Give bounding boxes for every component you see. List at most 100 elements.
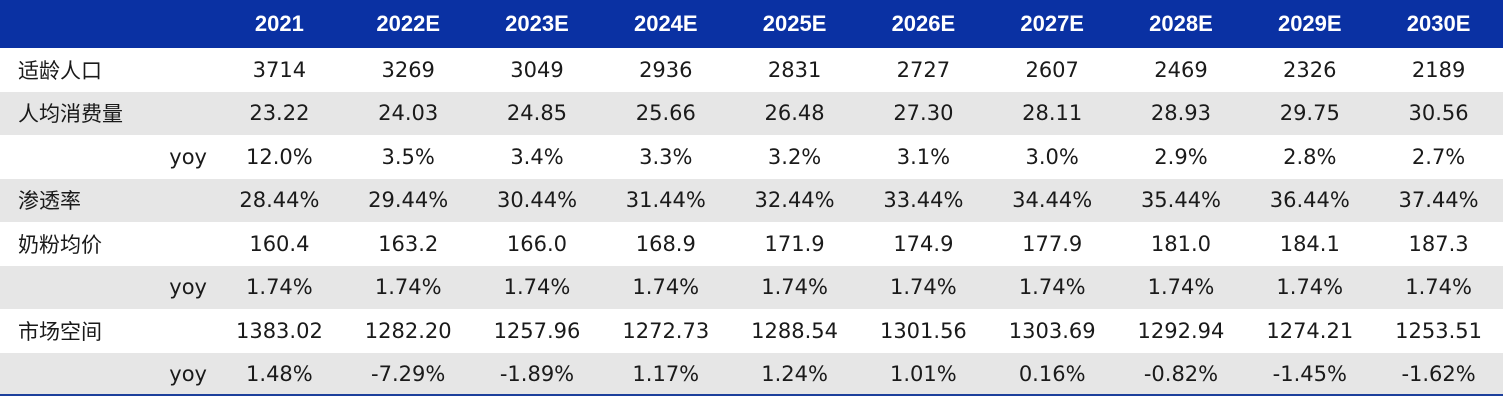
- value-cell: -7.29%: [371, 362, 446, 387]
- value-cell: 24.85: [506, 101, 568, 126]
- value-cell: 29.75: [1279, 101, 1340, 126]
- value-cell: 3.0%: [1025, 144, 1079, 169]
- value-cell: 1292.94: [1137, 318, 1225, 343]
- row-label: [0, 353, 155, 397]
- row-label: [0, 266, 155, 310]
- value-cell: 1282.20: [364, 318, 452, 343]
- value-cell: 31.44%: [625, 188, 706, 213]
- value-cell: 29.44%: [368, 188, 449, 213]
- value-cell: 1.74%: [1018, 275, 1086, 300]
- value-cell: 35.44%: [1140, 188, 1222, 213]
- value-cell: 36.44%: [1269, 188, 1350, 213]
- value-cell: 1.74%: [1276, 275, 1344, 300]
- value-cell: 1.74%: [1405, 275, 1472, 300]
- value-cell: 2.8%: [1283, 144, 1337, 169]
- header-year-2025e: 2025E: [762, 11, 827, 36]
- value-cell: 2.9%: [1154, 144, 1208, 169]
- value-cell: 1383.02: [235, 318, 323, 343]
- value-cell: 3.4%: [510, 144, 564, 169]
- row-label: 适龄人口: [18, 58, 102, 83]
- value-cell: -1.62%: [1401, 362, 1476, 387]
- row-label: 市场空间: [18, 319, 102, 344]
- row-sublabel: yoy: [169, 362, 207, 387]
- header-year-2022e: 2022E: [376, 11, 440, 36]
- value-cell: 28.44%: [239, 188, 320, 213]
- row-label: 渗透率: [18, 189, 81, 214]
- table-row: 适龄人口 3714 3269 3049 2936 2831 2727 2607 2469 2326…: [0, 48, 1503, 92]
- row-sublabel: yoy: [169, 275, 207, 300]
- value-cell: 1.74%: [632, 275, 700, 300]
- value-cell: 171.9: [764, 231, 825, 256]
- value-cell: 160.4: [249, 231, 310, 256]
- value-cell: 2469: [1154, 57, 1208, 82]
- value-cell: 2326: [1283, 57, 1337, 82]
- value-cell: 2607: [1025, 57, 1079, 82]
- value-cell: 12.0%: [246, 144, 313, 169]
- row-sublabel: [155, 222, 215, 266]
- row-sublabel: [155, 92, 215, 136]
- value-cell: 3.2%: [767, 144, 822, 169]
- value-cell: 166.0: [506, 231, 568, 256]
- row-sublabel: yoy: [169, 144, 207, 169]
- value-cell: 2727: [896, 57, 951, 82]
- header-year-2028e: 2028E: [1149, 11, 1213, 36]
- row-sublabel: [155, 309, 215, 353]
- value-cell: 2189: [1411, 57, 1466, 82]
- table-row: 市场空间 1383.02 1282.20 1257.96 1272.73 1288.54 1…: [0, 309, 1503, 353]
- row-sublabel: [155, 179, 215, 223]
- table-body: 适龄人口 3714 3269 3049 2936 2831 2727 2607 2469 2326…: [0, 48, 1503, 396]
- value-cell: 37.44%: [1398, 188, 1479, 213]
- row-sublabel: [155, 48, 215, 92]
- value-cell: 1.74%: [890, 275, 957, 300]
- value-cell: 23.22: [249, 101, 310, 126]
- table-row: 渗透率 28.44% 29.44% 30.44% 31.44% 32.44% 33.44% 3…: [0, 178, 1503, 223]
- value-cell: 33.44%: [883, 188, 964, 213]
- value-cell: 1257.96: [493, 318, 581, 343]
- header-year-2021: 2021: [254, 11, 304, 36]
- row-label: 人均消费量: [18, 102, 123, 127]
- row-label: [0, 135, 155, 179]
- value-cell: 181.0: [1150, 231, 1212, 256]
- value-cell: 168.9: [635, 231, 696, 256]
- value-cell: 1.74%: [246, 275, 313, 300]
- value-cell: 1.48%: [246, 362, 313, 387]
- value-cell: 3049: [510, 57, 564, 82]
- value-cell: 174.9: [893, 231, 954, 256]
- header-row: 2021 2022E 2023E 2024E 2025E 2026E 2027E…: [0, 0, 1503, 48]
- value-cell: 1.01%: [890, 362, 957, 387]
- header-year-2030e: 2030E: [1406, 11, 1471, 36]
- value-cell: 1.74%: [503, 275, 571, 300]
- value-cell: 187.3: [1408, 231, 1469, 256]
- table-row: yoy 12.0% 3.5% 3.4% 3.3% 3.2% 3.1% 3.0% 2.9% 2.8%…: [0, 135, 1503, 179]
- header-year-2026e: 2026E: [891, 11, 956, 36]
- value-cell: -1.45%: [1272, 362, 1347, 387]
- value-cell: 0.16%: [1018, 362, 1086, 387]
- value-cell: 26.48: [764, 101, 825, 126]
- value-cell: 1301.56: [879, 318, 967, 343]
- value-cell: 1253.51: [1395, 318, 1482, 343]
- value-cell: 3714: [252, 57, 307, 82]
- value-cell: 1.24%: [761, 362, 828, 387]
- value-cell: 2936: [639, 57, 693, 82]
- table-row: 奶粉均价 160.4 163.2 166.0 168.9 171.9 174.9 177.9 1…: [0, 222, 1503, 266]
- value-cell: 184.1: [1279, 231, 1340, 256]
- value-cell: 32.44%: [754, 188, 835, 213]
- value-cell: 3269: [381, 57, 435, 82]
- value-cell: -1.89%: [499, 362, 575, 387]
- value-cell: 1.74%: [374, 275, 442, 300]
- value-cell: 177.9: [1022, 231, 1083, 256]
- table-row: 人均消费量 23.22 24.03 24.85 25.66 26.48 27.30 28.11…: [0, 91, 1503, 136]
- header-sub-cell: [155, 0, 215, 48]
- value-cell: 1.74%: [761, 275, 828, 300]
- value-cell: 1.17%: [632, 362, 700, 387]
- header-year-2023e: 2023E: [505, 11, 569, 36]
- value-cell: 24.03: [378, 101, 439, 126]
- header-year-2024e: 2024E: [633, 11, 698, 36]
- value-cell: 1303.69: [1008, 318, 1096, 343]
- value-cell: 27.30: [893, 101, 954, 126]
- value-cell: 2831: [767, 57, 822, 82]
- value-cell: 3.5%: [381, 144, 435, 169]
- table-row: yoy 1.48% -7.29% -1.89% 1.17% 1.24% 1.01% 0.16%…: [0, 352, 1503, 397]
